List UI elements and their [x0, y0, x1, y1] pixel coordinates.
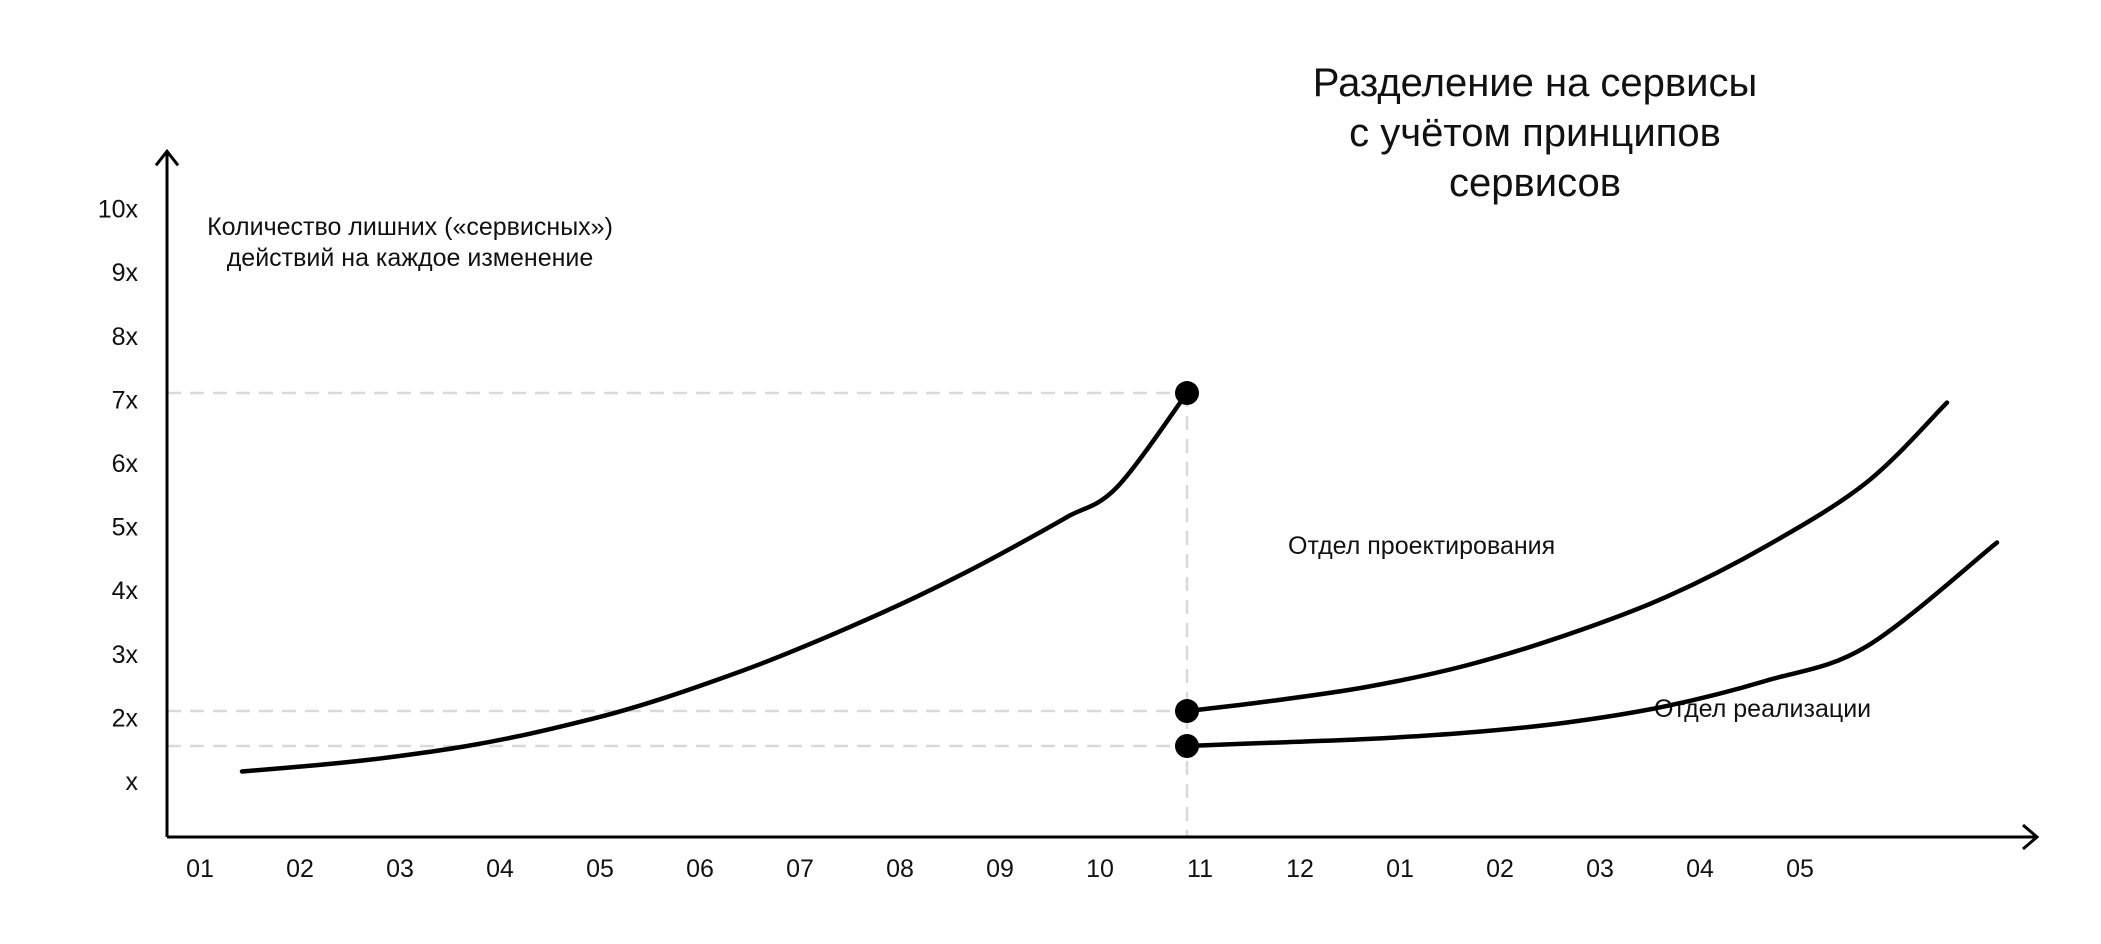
series-line-0 — [239, 390, 1190, 774]
series-line-2 — [1184, 540, 2000, 749]
data-point-marker — [1175, 381, 1199, 406]
x-tick-label: 07 — [786, 855, 814, 883]
x-tick-label: 10 — [1086, 855, 1114, 883]
y-axis-label-line: действий на каждое изменение — [226, 244, 594, 272]
y-axis-arrow — [154, 148, 180, 167]
y-tick-label: 8x — [112, 323, 139, 351]
y-tick-label: 5x — [112, 514, 139, 542]
x-tick-label: 04 — [486, 855, 514, 883]
x-tick-label: 02 — [1486, 855, 1514, 883]
x-tick-label: 05 — [1786, 855, 1814, 883]
title-line: Разделение на сервисы — [1312, 61, 1758, 105]
y-axis-label-line: Количество лишних («сервисных») — [207, 213, 613, 241]
y-tick-label: 4x — [112, 577, 139, 605]
chart-title: Разделение на сервисы с учётом принципов… — [1190, 58, 1880, 208]
title-line: сервисов — [1448, 161, 1622, 205]
x-tick-label: 01 — [186, 855, 214, 883]
y-tick-label: 3x — [112, 641, 139, 669]
data-point-marker — [1175, 734, 1199, 759]
x-tick-label: 06 — [686, 855, 714, 883]
x-tick-label: 03 — [1586, 855, 1614, 883]
title-line: с учётом принципов — [1349, 111, 1721, 155]
y-tick-label: 2x — [112, 704, 139, 732]
x-tick-label: 08 — [886, 855, 914, 883]
x-tick-label: 03 — [386, 855, 414, 883]
data-point-marker — [1175, 699, 1199, 724]
x-axis-arrow — [2022, 823, 2040, 851]
x-tick-label: 12 — [1286, 855, 1314, 883]
series-line-1 — [1184, 400, 1950, 714]
y-tick-label: 6x — [112, 450, 139, 478]
x-tick-label: 09 — [986, 855, 1014, 883]
y-axis-label: Количество лишних («сервисных») действий… — [150, 212, 670, 274]
x-tick-label: 11 — [1187, 855, 1213, 883]
y-tick-label: 10x — [98, 196, 139, 224]
series-label-design-dept: Отдел проектирования — [1288, 532, 1556, 560]
y-tick-label: 9x — [112, 259, 139, 287]
x-tick-label: 04 — [1686, 855, 1714, 883]
x-tick-label: 02 — [286, 855, 314, 883]
x-tick-label: 01 — [1386, 855, 1414, 883]
y-tick-label: 7x — [112, 386, 139, 414]
x-tick-label: 05 — [586, 855, 614, 883]
y-tick-label: x — [126, 768, 139, 796]
